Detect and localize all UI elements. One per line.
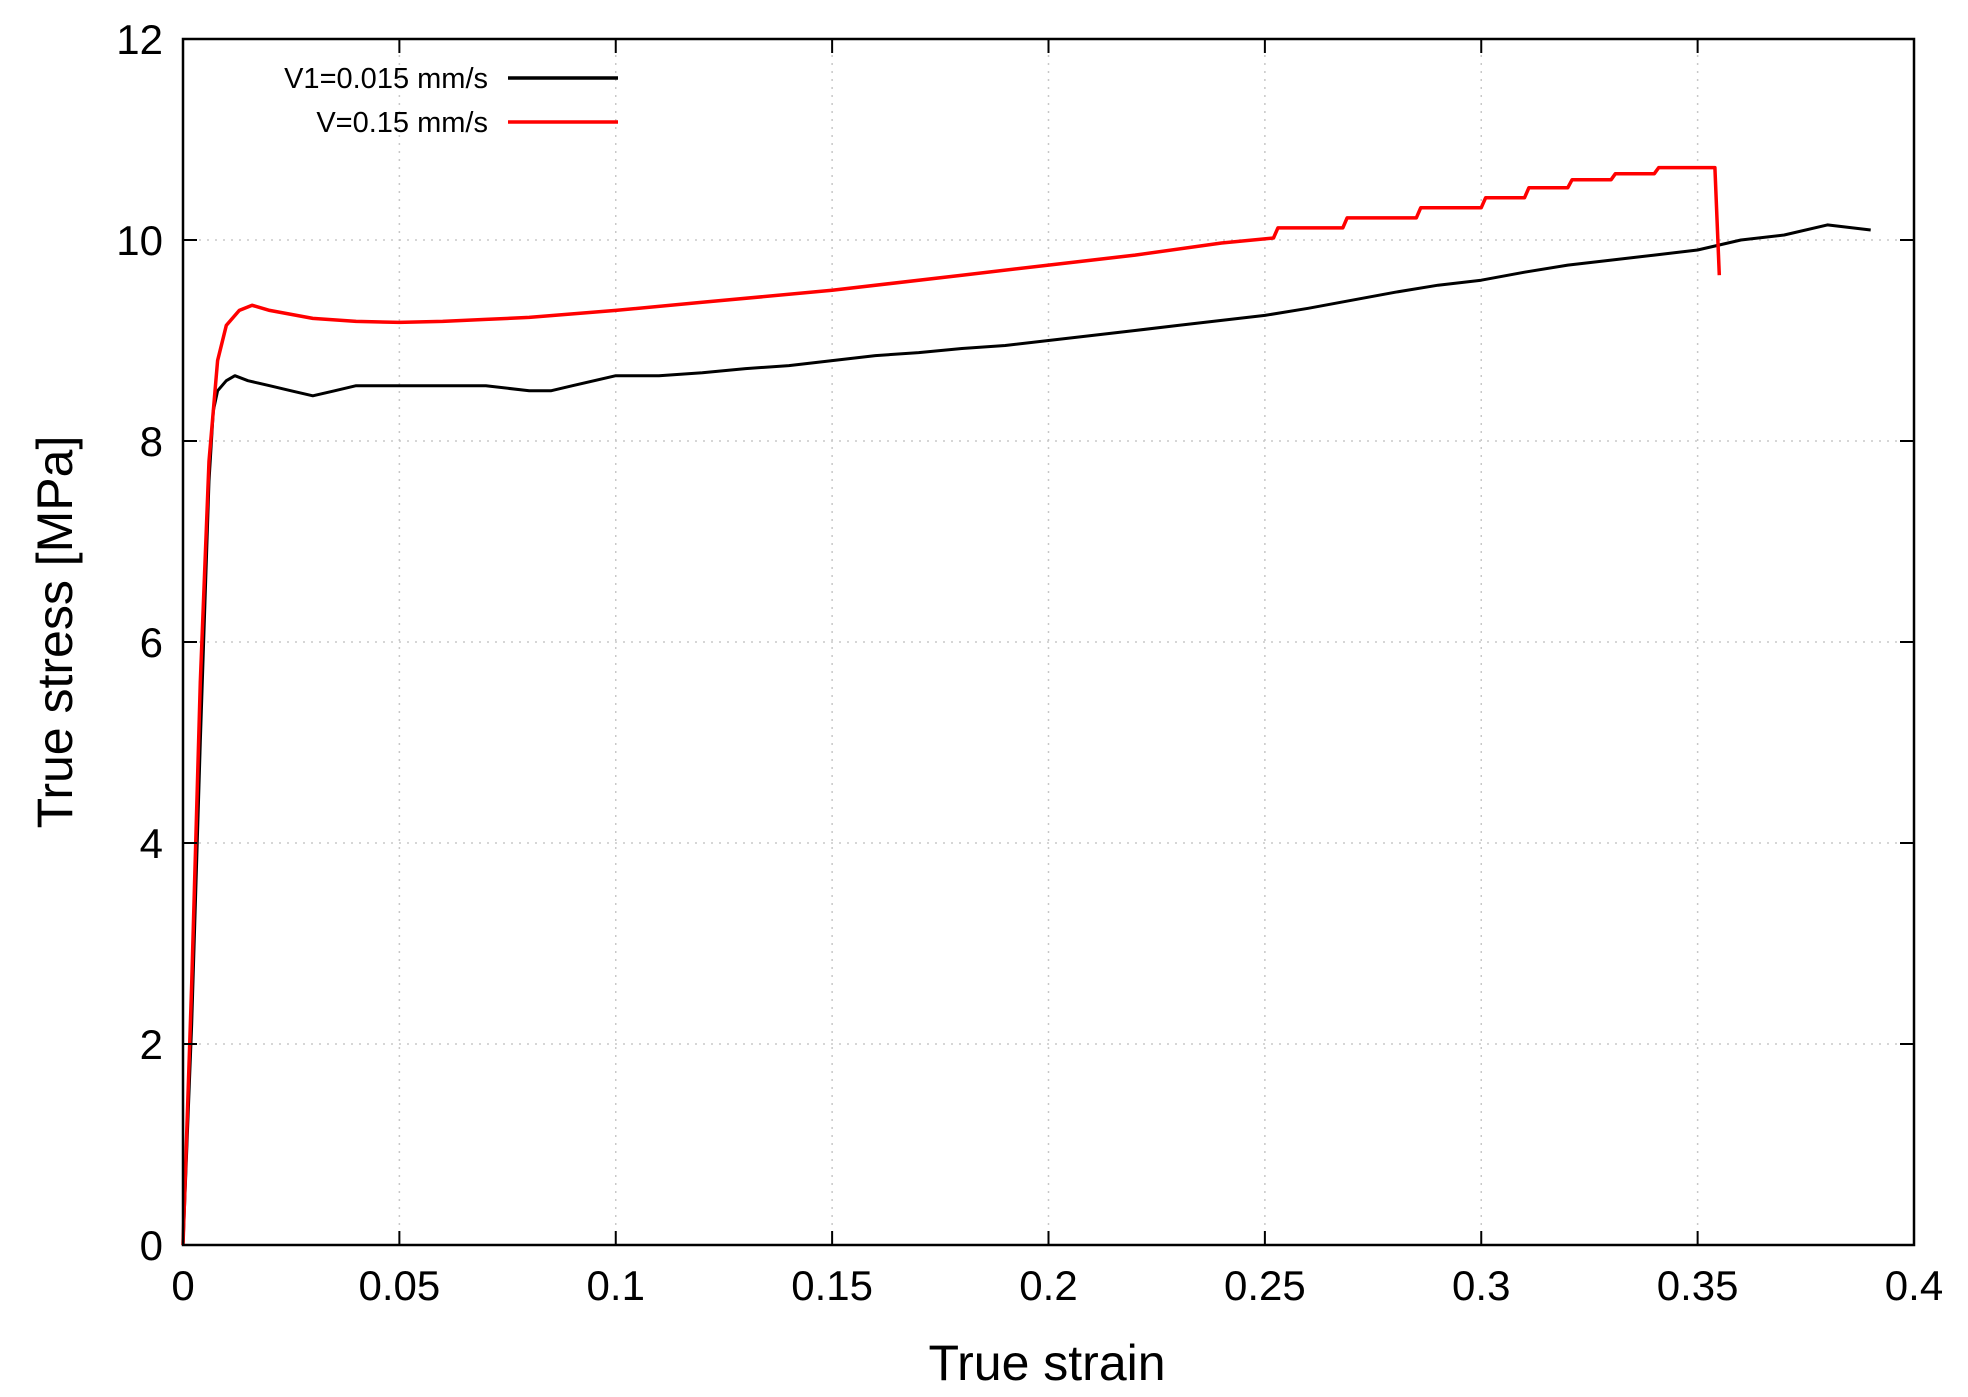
y-tick-label: 10 xyxy=(116,217,163,264)
legend-label: V=0.15 mm/s xyxy=(316,107,488,139)
y-tick-label: 6 xyxy=(140,619,163,666)
y-tick-label: 2 xyxy=(140,1021,163,1068)
grid-lines xyxy=(183,39,1914,1245)
x-tick-label: 0.25 xyxy=(1224,1262,1306,1309)
y-axis-title: True stress [MPa] xyxy=(27,436,83,829)
y-tick-label: 8 xyxy=(140,418,163,465)
x-tick-label: 0.05 xyxy=(359,1262,441,1309)
y-tick-labels: 0 2 4 6 8 10 12 xyxy=(116,16,163,1269)
y-tick-label: 12 xyxy=(116,16,163,63)
x-tick-label: 0.15 xyxy=(791,1262,873,1309)
series-line-2 xyxy=(181,165,1722,1246)
y-tick-label: 0 xyxy=(140,1222,163,1269)
axis-ticks xyxy=(182,38,1915,1246)
series-line-1 xyxy=(181,223,1871,1246)
x-tick-label: 0.1 xyxy=(587,1262,645,1309)
x-tick-label: 0.2 xyxy=(1019,1262,1077,1309)
legend: V1=0.015 mm/s V=0.15 mm/s xyxy=(284,63,618,139)
x-tick-label: 0.35 xyxy=(1657,1262,1739,1309)
x-tick-label: 0.4 xyxy=(1885,1262,1943,1309)
legend-label: V1=0.015 mm/s xyxy=(284,63,488,95)
data-series xyxy=(181,165,1871,1246)
x-tick-label: 0 xyxy=(171,1262,194,1309)
x-tick-labels: 0 0.05 0.1 0.15 0.2 0.25 0.3 0.35 0.4 xyxy=(171,1262,1943,1309)
x-axis-title: True strain xyxy=(928,1335,1165,1391)
x-tick-label: 0.3 xyxy=(1452,1262,1510,1309)
y-tick-label: 4 xyxy=(140,820,163,867)
